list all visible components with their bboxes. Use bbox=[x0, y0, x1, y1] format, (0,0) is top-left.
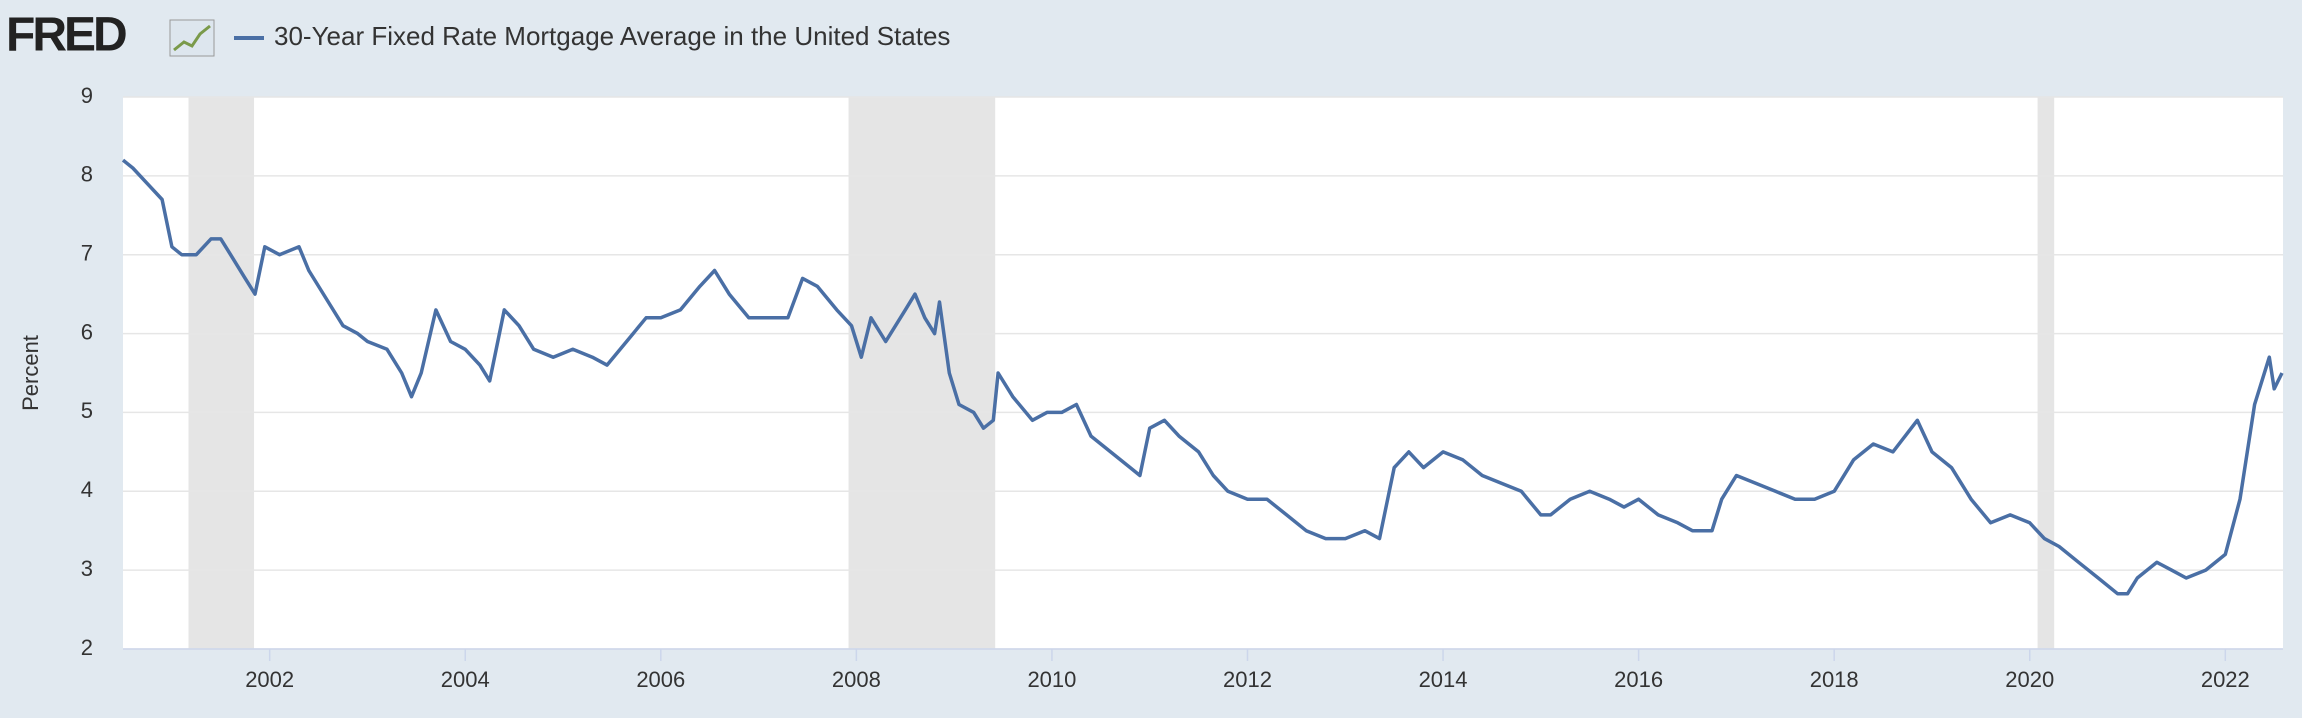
x-tick-label: 2020 bbox=[2005, 667, 2054, 692]
recession-band bbox=[2037, 97, 2055, 649]
y-tick-label: 2 bbox=[81, 635, 93, 660]
x-tick-label: 2018 bbox=[1810, 667, 1859, 692]
x-tick-label: 2012 bbox=[1223, 667, 1272, 692]
x-tick-label: 2008 bbox=[832, 667, 881, 692]
legend-label: 30-Year Fixed Rate Mortgage Average in t… bbox=[274, 21, 950, 51]
logo-icon bbox=[169, 19, 215, 57]
x-tick-label: 2004 bbox=[441, 667, 490, 692]
y-tick-label: 5 bbox=[81, 398, 93, 423]
plot-area bbox=[123, 97, 2283, 649]
series-line bbox=[121, 158, 2284, 596]
x-tick-label: 2010 bbox=[1027, 667, 1076, 692]
logo[interactable]: FRED bbox=[6, 9, 129, 62]
x-tick-label: 2016 bbox=[1614, 667, 1663, 692]
recession-band bbox=[188, 97, 255, 649]
y-tick-label: 4 bbox=[81, 477, 93, 502]
y-tick-label: 3 bbox=[81, 556, 93, 581]
y-tick-label: 9 bbox=[81, 83, 93, 108]
x-tick-label: 2014 bbox=[1419, 667, 1468, 692]
y-axis-label: Percent bbox=[18, 335, 43, 411]
y-tick-label: 8 bbox=[81, 162, 93, 187]
x-tick-label: 2022 bbox=[2201, 667, 2250, 692]
x-tick-label: 2002 bbox=[245, 667, 294, 692]
logo-icon-line bbox=[173, 24, 211, 52]
x-tick-label: 2006 bbox=[636, 667, 685, 692]
y-tick-label: 7 bbox=[81, 241, 93, 266]
recession-band bbox=[848, 97, 996, 649]
y-tick-label: 6 bbox=[81, 319, 93, 344]
